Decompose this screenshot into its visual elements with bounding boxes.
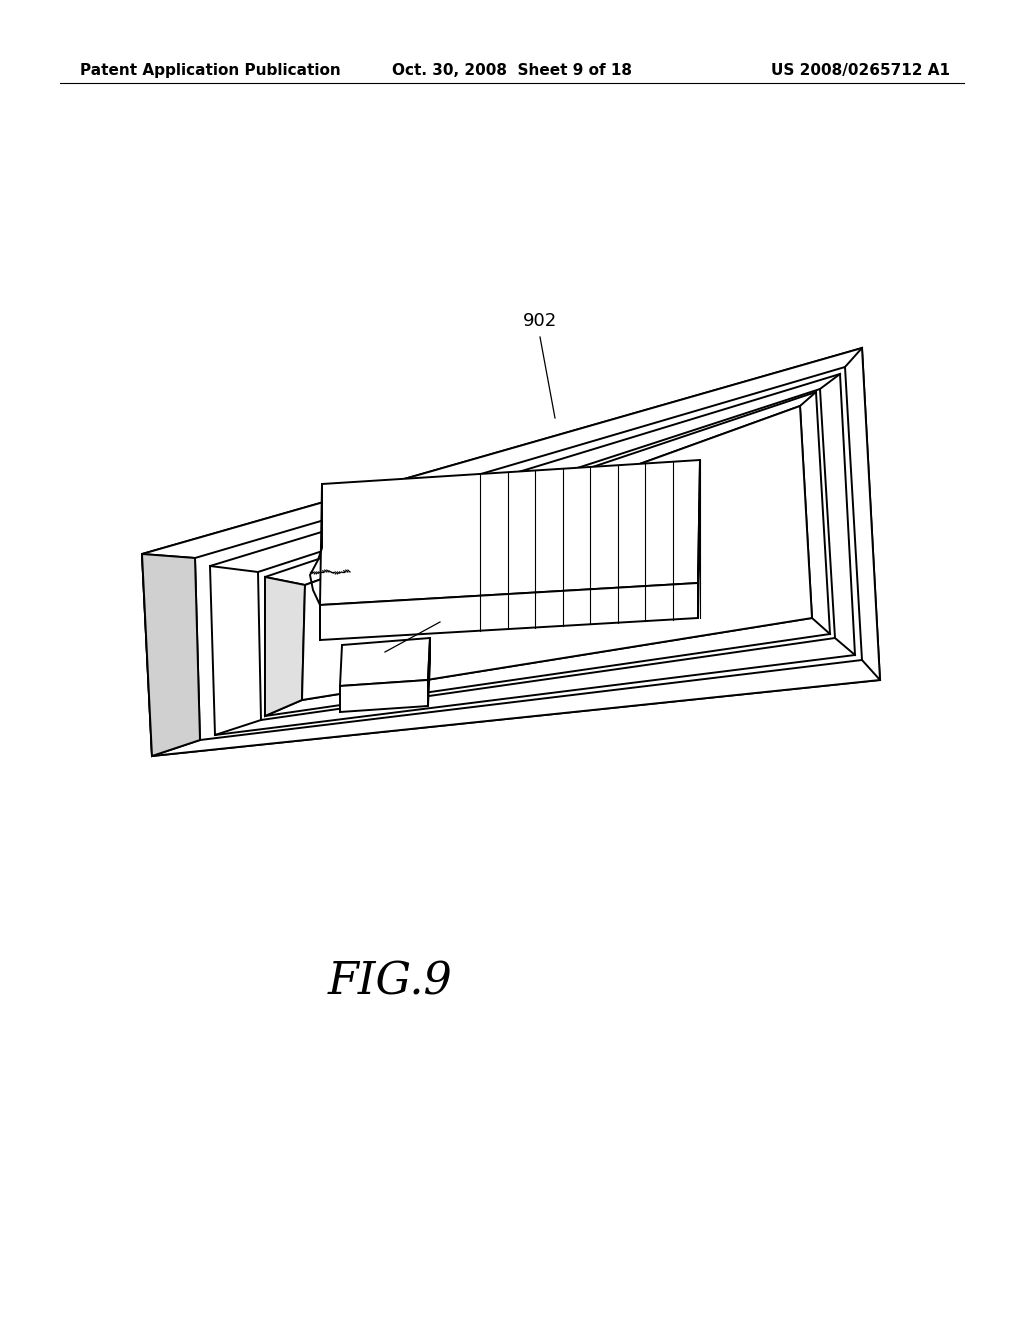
Text: 906: 906	[443, 609, 477, 627]
Polygon shape	[195, 367, 862, 741]
Polygon shape	[265, 392, 830, 715]
Polygon shape	[319, 583, 698, 640]
Polygon shape	[142, 348, 880, 756]
Polygon shape	[698, 459, 700, 618]
Text: Patent Application Publication: Patent Application Publication	[80, 63, 341, 78]
Text: 902: 902	[523, 312, 557, 330]
Text: US 2008/0265712 A1: US 2008/0265712 A1	[771, 63, 950, 78]
Text: FIG.9: FIG.9	[328, 960, 453, 1003]
Text: Oct. 30, 2008  Sheet 9 of 18: Oct. 30, 2008 Sheet 9 of 18	[392, 63, 632, 78]
Polygon shape	[142, 348, 880, 756]
Polygon shape	[428, 638, 430, 706]
Polygon shape	[340, 638, 430, 686]
Polygon shape	[258, 389, 835, 719]
Polygon shape	[319, 459, 700, 605]
Polygon shape	[265, 577, 305, 715]
Polygon shape	[302, 407, 812, 700]
Polygon shape	[302, 407, 812, 700]
Polygon shape	[210, 374, 855, 735]
Polygon shape	[142, 554, 200, 756]
Polygon shape	[340, 680, 428, 711]
Text: 904: 904	[239, 564, 273, 581]
